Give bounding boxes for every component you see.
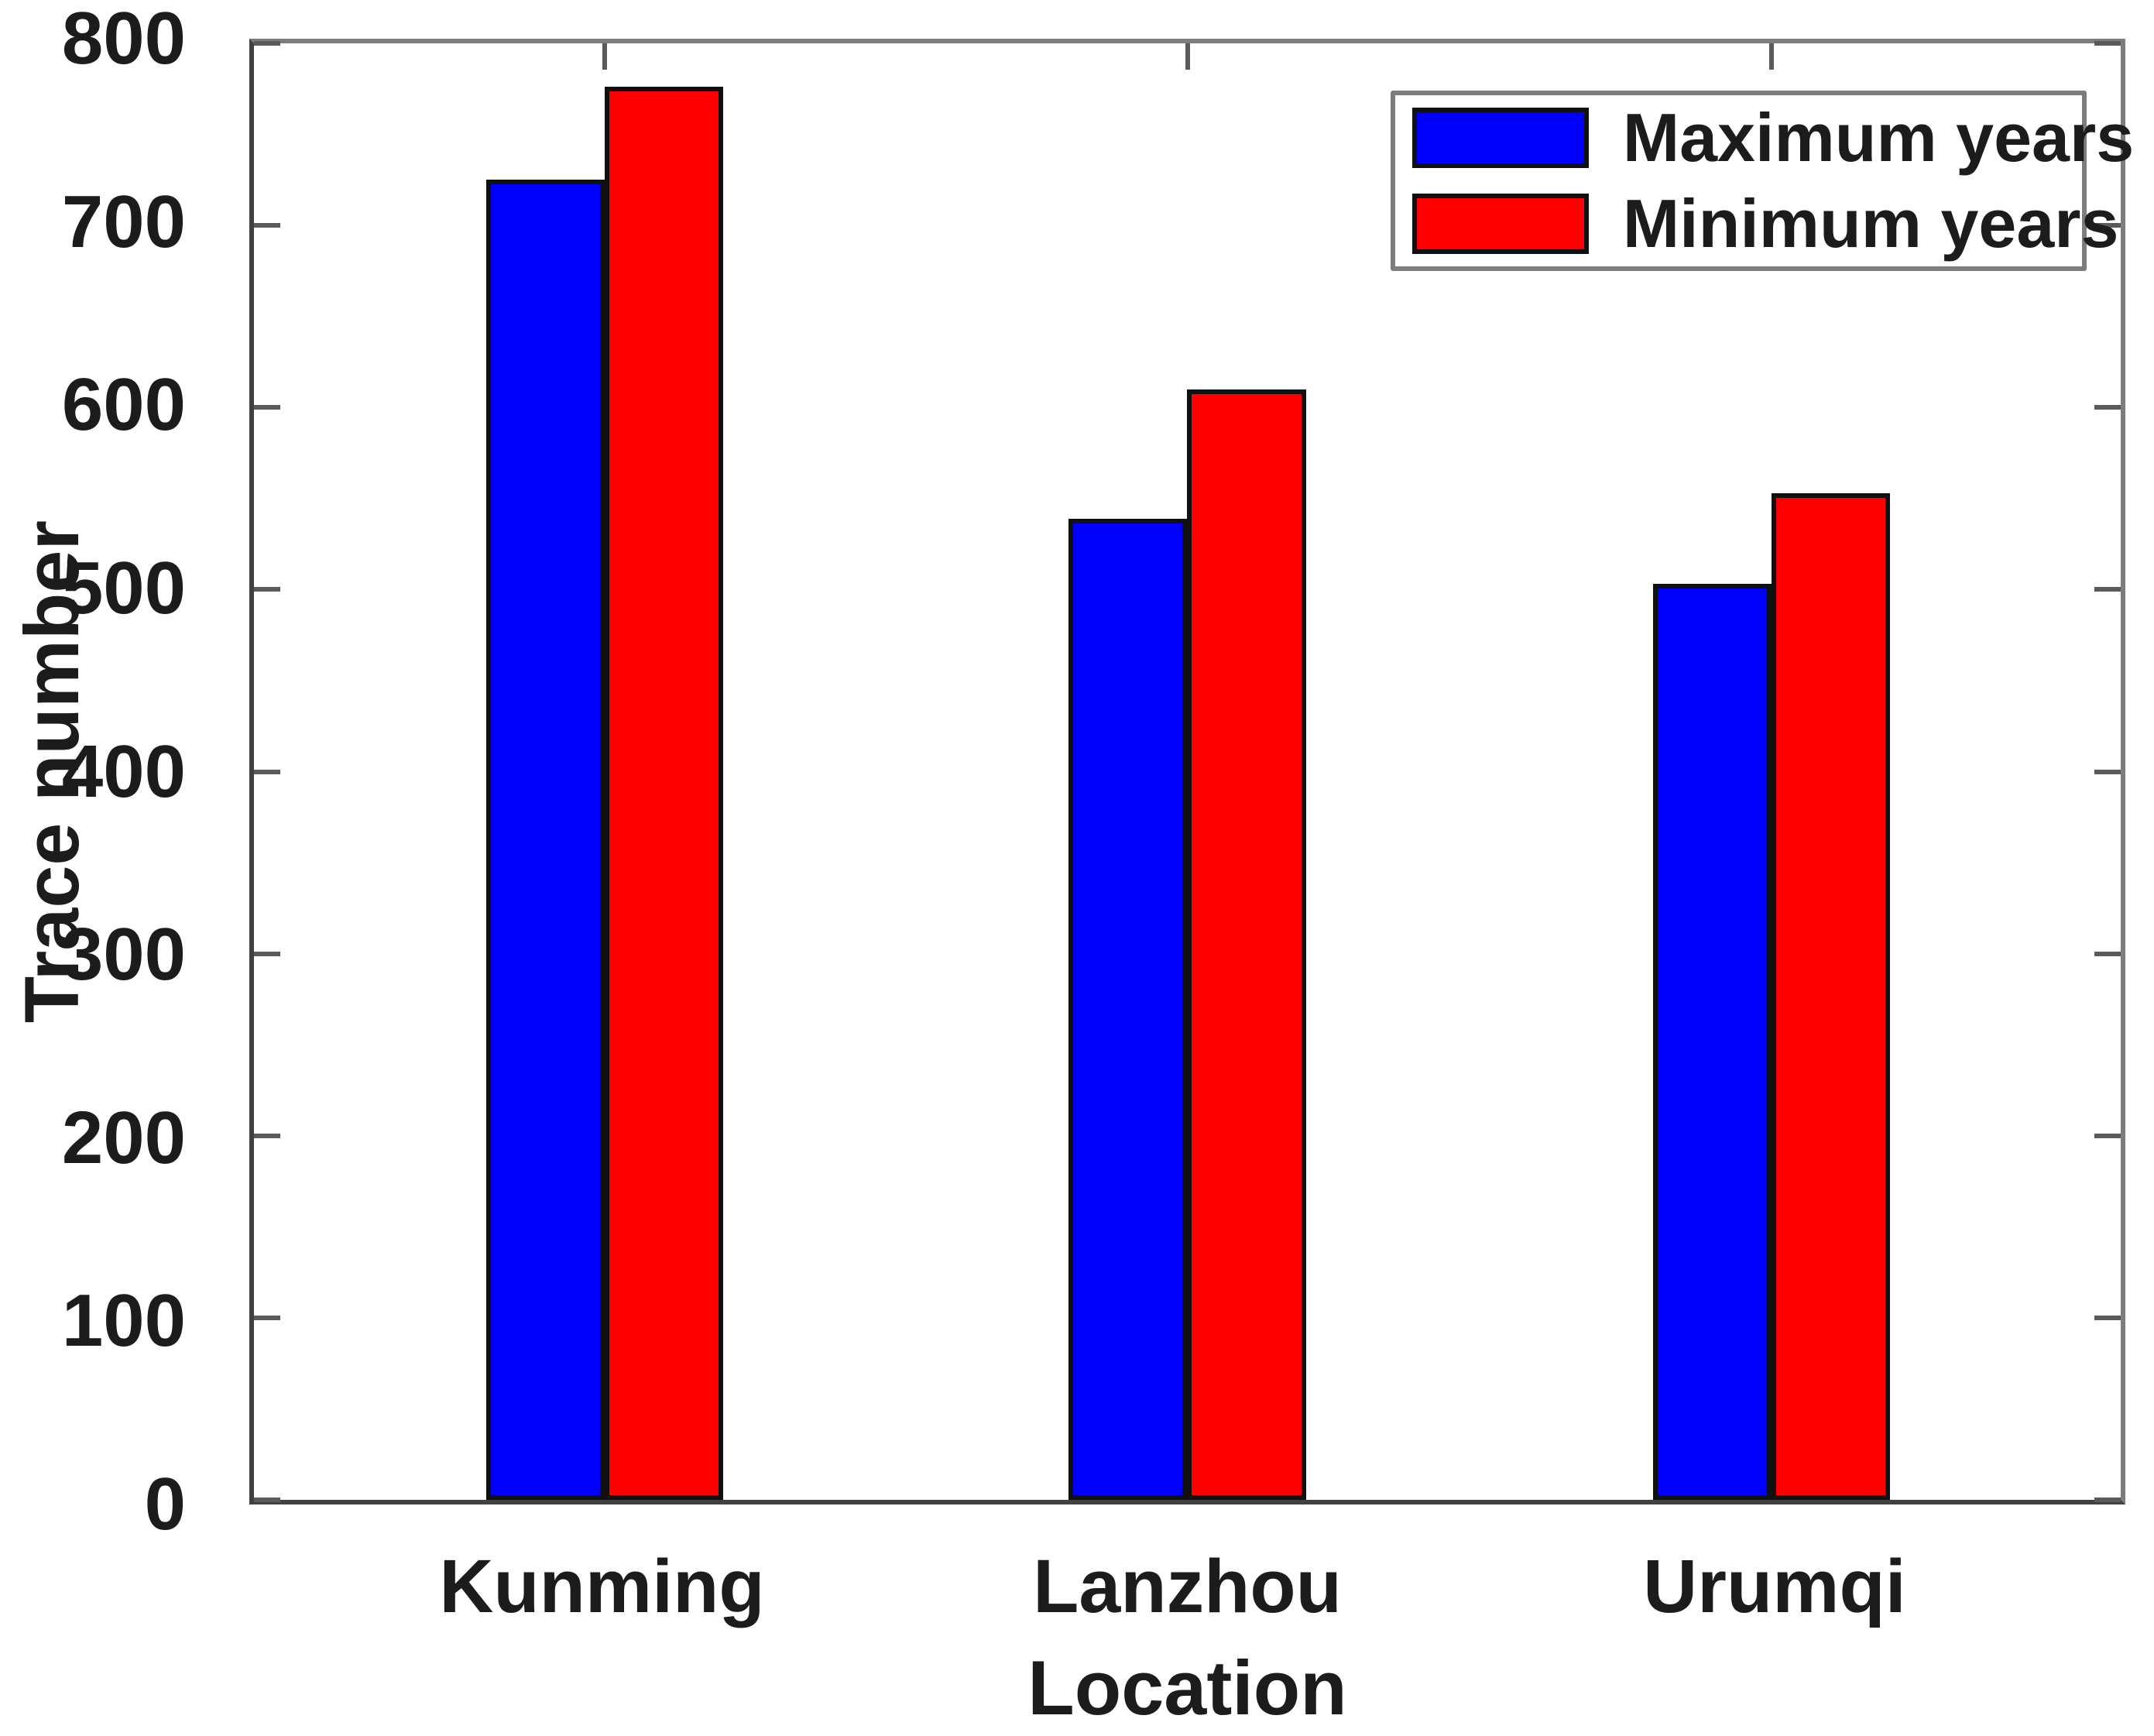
y-tick-mark — [254, 1133, 280, 1138]
y-tick-mark — [254, 951, 280, 956]
legend-item: Minimum years — [1411, 189, 2118, 258]
y-tick-mark — [2094, 41, 2121, 46]
x-tick-mark — [1769, 43, 1775, 70]
legend-label: Minimum years — [1622, 184, 2119, 262]
y-tick-mark — [2094, 951, 2121, 956]
bar — [605, 87, 724, 1500]
bar — [1068, 518, 1188, 1500]
x-tick-mark — [1185, 43, 1190, 70]
bars-layer — [254, 43, 2121, 1500]
x-tick-label: Urumqi — [1643, 1544, 1906, 1628]
legend: Maximum years Minimum years — [1390, 90, 2134, 271]
y-tick-mark — [2094, 223, 2121, 228]
y-tick-label: 300 — [61, 913, 186, 997]
y-tick-label: 700 — [61, 180, 186, 263]
y-tick-mark — [2094, 1133, 2121, 1138]
bar-group — [486, 43, 724, 1500]
y-tick-label: 600 — [61, 363, 186, 447]
y-tick-mark — [2094, 1315, 2121, 1320]
y-tick-label: 0 — [144, 1463, 186, 1546]
plot-area: Maximum years Minimum years — [249, 39, 2134, 1504]
y-tick-mark — [254, 587, 280, 592]
y-tick-label: 800 — [61, 0, 186, 80]
legend-swatch — [1411, 193, 1589, 254]
x-tick-labels: Kunming Lanzhou Urumqi — [249, 1549, 2125, 1634]
bar — [486, 180, 605, 1500]
legend-label: Maximum years — [1622, 98, 2135, 176]
y-tick-label: 500 — [61, 546, 186, 630]
y-tick-mark — [254, 1315, 280, 1320]
legend-item: Maximum years — [1411, 103, 2134, 172]
bar — [1772, 492, 1891, 1500]
y-tick-mark — [254, 1498, 280, 1502]
legend-swatch — [1411, 107, 1589, 168]
y-tick-label: 400 — [61, 729, 186, 813]
y-tick-label: 100 — [61, 1279, 186, 1363]
x-tick-label: Kunming — [439, 1544, 765, 1628]
y-tick-mark — [254, 769, 280, 774]
bar-group — [1068, 43, 1306, 1500]
y-tick-mark — [2094, 587, 2121, 592]
x-axis-label: Location — [1027, 1645, 1347, 1731]
bar-group — [1653, 43, 1891, 1500]
y-tick-labels: 0 100 200 300 400 500 600 700 800 — [0, 2, 214, 1542]
x-tick-label: Lanzhou — [1033, 1544, 1342, 1628]
y-tick-mark — [2094, 1498, 2121, 1502]
y-tick-mark — [2094, 405, 2121, 410]
y-tick-mark — [2094, 769, 2121, 774]
bar — [1653, 584, 1772, 1500]
y-tick-mark — [254, 41, 280, 46]
x-tick-mark — [602, 43, 608, 70]
y-tick-mark — [254, 405, 280, 410]
bar — [1187, 389, 1306, 1500]
y-tick-label: 200 — [61, 1096, 186, 1179]
y-tick-mark — [254, 223, 280, 228]
